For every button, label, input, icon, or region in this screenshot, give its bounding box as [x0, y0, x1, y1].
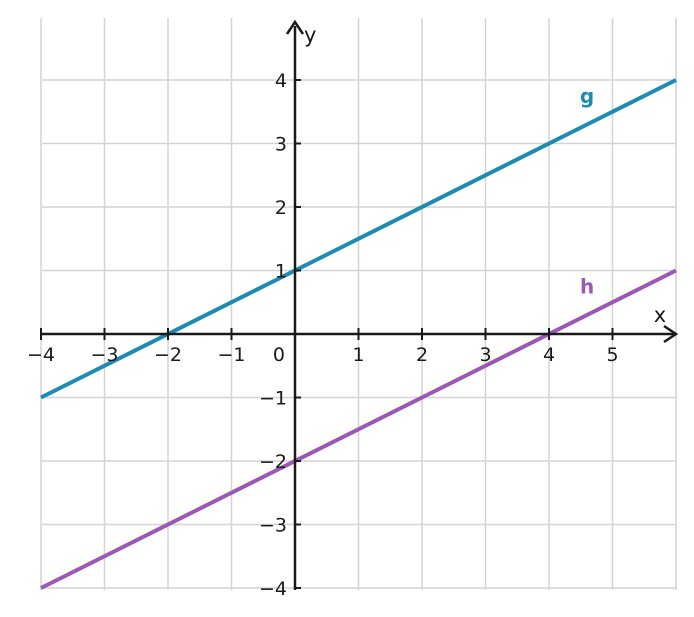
- x-tick-label: 1: [352, 344, 364, 366]
- y-tick-label: 4: [275, 70, 287, 92]
- x-tick-label: −1: [217, 344, 245, 366]
- y-tick-label: −2: [259, 451, 287, 473]
- x-tick-label: 2: [416, 344, 428, 366]
- series-line-g: [40, 78, 677, 400]
- origin-label: 0: [273, 344, 285, 366]
- series-label-g: g: [580, 84, 594, 108]
- series-layer: [40, 78, 677, 590]
- x-tick-label: −4: [27, 344, 55, 366]
- series-line-h: [40, 268, 677, 590]
- x-tick-label: −2: [154, 344, 182, 366]
- x-tick-label: 3: [479, 344, 491, 366]
- x-axis-label: x: [654, 303, 666, 327]
- y-tick-label: −4: [259, 578, 287, 600]
- series-label-h: h: [580, 274, 594, 298]
- labels: −4 −3 −2 −1 1 2 3 4 5 −4 −3 −2 −1 1 2 3 4 0 x y g h: [27, 23, 666, 600]
- y-tick-label: −3: [259, 515, 287, 537]
- x-tick-label: 4: [543, 344, 555, 366]
- x-tick-label: −3: [90, 344, 118, 366]
- y-tick-label: 2: [275, 197, 287, 219]
- y-tick-label: 3: [275, 134, 287, 156]
- x-axis-arrow-icon: [663, 324, 679, 344]
- y-axis-arrow-icon: [285, 19, 305, 35]
- y-axis-label: y: [304, 23, 316, 47]
- ticks: [40, 79, 614, 589]
- grid: [40, 18, 677, 590]
- y-tick-label: −1: [259, 388, 287, 410]
- x-tick-label: 5: [606, 344, 618, 366]
- y-tick-label: 1: [275, 261, 287, 283]
